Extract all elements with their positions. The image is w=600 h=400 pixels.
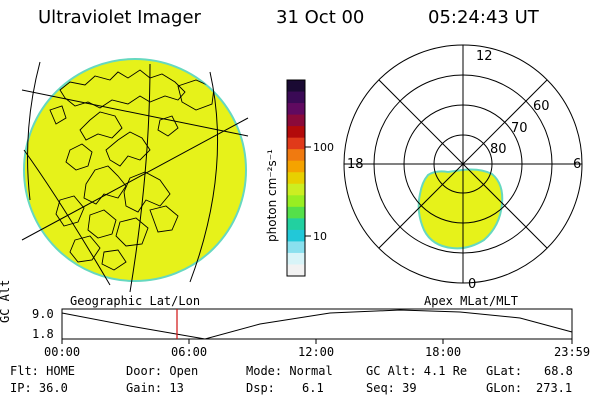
- colorbar-band: [287, 91, 305, 104]
- colorbar-band: [287, 252, 305, 265]
- colorbar-axis-label: photon cm⁻²s⁻¹: [265, 149, 279, 242]
- xtick-0000: 00:00: [44, 345, 81, 359]
- timeline-ylabel: GC Alt: [0, 279, 12, 323]
- colorbar-tick-label-100: 100: [313, 141, 334, 154]
- colorbar-band: [287, 229, 305, 242]
- polar-grid: [343, 44, 583, 284]
- status-seq: Seq: 39: [366, 381, 417, 395]
- status-gc-alt: GC Alt: 4.1 Re: [366, 364, 468, 378]
- status-dsp-label: Dsp:: [246, 381, 275, 395]
- mlt-label-0: 0: [468, 277, 476, 292]
- timeline-frame: [61, 308, 573, 340]
- colorbar-band: [287, 218, 305, 231]
- polar-panel-label: Apex MLat/MLT: [424, 294, 518, 308]
- polar-plot: 12 18 6 0 60 70 80: [343, 44, 583, 292]
- status-mode: Mode: Normal: [246, 364, 333, 378]
- polar-auroral-region: [417, 168, 504, 250]
- colorbar-tick-label-10: 10: [313, 230, 327, 243]
- timeline-ymax: 9.0: [32, 307, 54, 321]
- status-glon-value: 273.1: [536, 381, 573, 395]
- time-label: 05:24:43 UT: [428, 7, 539, 28]
- mlat-label-70: 70: [511, 121, 528, 136]
- geo-disk: [23, 58, 247, 282]
- colorbar-band: [287, 195, 305, 208]
- colorbar-band: [287, 80, 305, 93]
- status-glat-value: 68.8: [544, 364, 573, 378]
- mlt-label-18: 18: [347, 157, 364, 172]
- colorbar: [287, 80, 305, 277]
- altitude-timeline: [61, 308, 573, 344]
- colorbar-band: [287, 103, 305, 116]
- timeline-ymin: 1.8: [32, 327, 54, 341]
- xtick-1800: 18:00: [425, 345, 462, 359]
- status-dsp-value: 6.1: [302, 381, 324, 395]
- status-door: Door: Open: [126, 364, 199, 378]
- colorbar-band: [287, 149, 305, 162]
- colorbar-band: [287, 183, 305, 196]
- status-flight: Flt: HOME: [10, 364, 76, 378]
- altitude-curve: [61, 309, 573, 340]
- coastlines: [49, 69, 215, 271]
- xtick-2359: 23:59: [554, 345, 591, 359]
- status-ip: IP: 36.0: [10, 381, 68, 395]
- instrument-title: Ultraviolet Imager: [38, 7, 201, 28]
- colorbar-band: [287, 126, 305, 139]
- mlat-label-60: 60: [533, 99, 550, 114]
- colorbar-band: [287, 172, 305, 185]
- mlat-label-80: 80: [490, 142, 507, 157]
- mlt-label-6: 6: [573, 157, 581, 172]
- colorbar-band: [287, 137, 305, 150]
- colorbar-band: [287, 264, 305, 277]
- status-gain: Gain: 13: [126, 381, 184, 395]
- colorbar-frame: [286, 79, 306, 277]
- geographic-image: [21, 58, 249, 293]
- status-glat-label: GLat:: [486, 364, 523, 378]
- mlt-label-12: 12: [476, 49, 493, 64]
- geo-panel-label: Geographic Lat/Lon: [70, 294, 201, 308]
- colorbar-band: [287, 241, 305, 254]
- colorbar-band: [287, 114, 305, 127]
- colorbar-band: [287, 160, 305, 173]
- status-glon-label: GLon:: [486, 381, 523, 395]
- xtick-0600: 06:00: [171, 345, 208, 359]
- colorbar-band: [287, 206, 305, 219]
- xtick-1200: 12:00: [298, 345, 335, 359]
- lat-lon-grid: [21, 61, 249, 293]
- date-label: 31 Oct 00: [276, 7, 365, 28]
